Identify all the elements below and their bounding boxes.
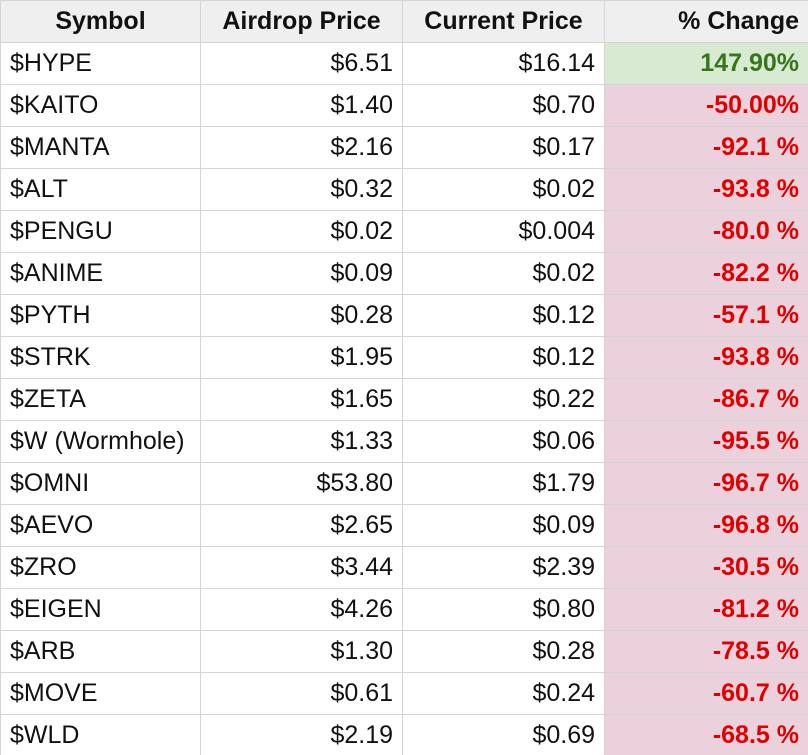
symbol-cell[interactable]: $MANTA	[0, 126, 201, 169]
percent-change-cell[interactable]: -93.8 %	[604, 336, 808, 379]
table-body: $HYPE $6.51 $16.14 147.90% $KAITO $1.40 $0.70-…	[0, 42, 808, 755]
table-row: $ZRO $3.44 $2.39 -30.5 %	[0, 546, 808, 589]
symbol-cell[interactable]: $KAITO	[0, 84, 201, 127]
table-row: $MOVE $0.61 $0.24 -60.7 %	[0, 672, 808, 715]
percent-change-cell[interactable]: -96.7 %	[604, 462, 808, 505]
airdrop-price-cell[interactable]: $0.32	[200, 168, 403, 211]
percent-change-cell[interactable]: -96.8 %	[604, 504, 808, 547]
current-price-cell[interactable]: $0.70	[402, 84, 605, 127]
percent-change-cell[interactable]: -82.2 %	[604, 252, 808, 295]
current-price-cell[interactable]: $0.02	[402, 168, 605, 211]
airdrop-price-cell[interactable]: $0.61	[200, 672, 403, 715]
airdrop-price-cell[interactable]: $1.95	[200, 336, 403, 379]
airdrop-price-cell[interactable]: $1.30	[200, 630, 403, 673]
table-row: $ALT $0.32 $0.02 -93.8 %	[0, 168, 808, 211]
table-row: $OMNI $53.80 $1.79 -96.7 %	[0, 462, 808, 505]
current-price-cell[interactable]: $0.02	[402, 252, 605, 295]
header-airdrop-price[interactable]: Airdrop Price	[200, 0, 403, 43]
symbol-cell[interactable]: $PYTH	[0, 294, 201, 337]
symbol-cell[interactable]: $W (Wormhole)	[0, 420, 201, 463]
table-row: $MANTA $2.16 $0.17 -92.1 %	[0, 126, 808, 169]
header-percent-change[interactable]: % Change	[604, 0, 808, 43]
symbol-cell[interactable]: $ALT	[0, 168, 201, 211]
airdrop-price-cell[interactable]: $0.02	[200, 210, 403, 253]
airdrop-price-cell[interactable]: $53.80	[200, 462, 403, 505]
percent-change-cell[interactable]: -92.1 %	[604, 126, 808, 169]
header-row: Symbol Airdrop Price Current Price % Cha…	[0, 0, 808, 43]
percent-change-cell[interactable]: -57.1 %	[604, 294, 808, 337]
symbol-cell[interactable]: $STRK	[0, 336, 201, 379]
airdrop-price-cell[interactable]: $2.16	[200, 126, 403, 169]
percent-change-cell[interactable]: 147.90%	[604, 42, 808, 85]
airdrop-price-cell[interactable]: $3.44	[200, 546, 403, 589]
symbol-cell[interactable]: $ARB	[0, 630, 201, 673]
percent-change-cell[interactable]: -78.5 %	[604, 630, 808, 673]
percent-change-cell[interactable]: -68.5 %	[604, 714, 808, 755]
table-row: $EIGEN $4.26 $0.80 -81.2 %	[0, 588, 808, 631]
current-price-cell[interactable]: $16.14	[402, 42, 605, 85]
percent-change-cell[interactable]: -95.5 %	[604, 420, 808, 463]
header-symbol[interactable]: Symbol	[0, 0, 201, 43]
current-price-cell[interactable]: $0.12	[402, 336, 605, 379]
symbol-cell[interactable]: $PENGU	[0, 210, 201, 253]
current-price-cell[interactable]: $0.004	[402, 210, 605, 253]
current-price-cell[interactable]: $0.80	[402, 588, 605, 631]
table-row: $ZETA $1.65 $0.22 -86.7 %	[0, 378, 808, 421]
airdrop-price-cell[interactable]: $1.65	[200, 378, 403, 421]
current-price-cell[interactable]: $0.69	[402, 714, 605, 755]
percent-change-cell[interactable]: -93.8 %	[604, 168, 808, 211]
airdrop-price-cell[interactable]: $0.28	[200, 294, 403, 337]
symbol-cell[interactable]: $ZETA	[0, 378, 201, 421]
table-row: $WLD $2.19 $0.69 -68.5 %	[0, 714, 808, 755]
airdrop-price-cell[interactable]: $6.51	[200, 42, 403, 85]
table-row: $AEVO $2.65 $0.09 -96.8 %	[0, 504, 808, 547]
table-row: $HYPE $6.51 $16.14 147.90%	[0, 42, 808, 85]
table-row: $ARB $1.30 $0.28 -78.5 %	[0, 630, 808, 673]
current-price-cell[interactable]: $0.17	[402, 126, 605, 169]
percent-change-cell[interactable]: -86.7 %	[604, 378, 808, 421]
percent-change-cell[interactable]: -80.0 %	[604, 210, 808, 253]
symbol-cell[interactable]: $ANIME	[0, 252, 201, 295]
current-price-cell[interactable]: $0.09	[402, 504, 605, 547]
percent-change-cell[interactable]: -60.7 %	[604, 672, 808, 715]
symbol-cell[interactable]: $EIGEN	[0, 588, 201, 631]
symbol-cell[interactable]: $OMNI	[0, 462, 201, 505]
airdrop-price-cell[interactable]: $2.65	[200, 504, 403, 547]
symbol-cell[interactable]: $MOVE	[0, 672, 201, 715]
percent-change-cell[interactable]: -30.5 %	[604, 546, 808, 589]
percent-change-cell[interactable]: -50.00%	[604, 84, 808, 127]
current-price-cell[interactable]: $0.06	[402, 420, 605, 463]
table-row: $PENGU $0.02 $0.004 -80.0 %	[0, 210, 808, 253]
airdrop-price-cell[interactable]: $2.19	[200, 714, 403, 755]
current-price-cell[interactable]: $0.28	[402, 630, 605, 673]
percent-change-cell[interactable]: -81.2 %	[604, 588, 808, 631]
airdrop-price-cell[interactable]: $1.40	[200, 84, 403, 127]
airdrop-price-cell[interactable]: $1.33	[200, 420, 403, 463]
table-row: $PYTH $0.28 $0.12 -57.1 %	[0, 294, 808, 337]
table-row: $ANIME $0.09 $0.02 -82.2 %	[0, 252, 808, 295]
current-price-cell[interactable]: $0.22	[402, 378, 605, 421]
table-row: $STRK $1.95 $0.12 -93.8 %	[0, 336, 808, 379]
table-header: Symbol Airdrop Price Current Price % Cha…	[0, 0, 808, 43]
current-price-cell[interactable]: $2.39	[402, 546, 605, 589]
symbol-cell[interactable]: $ZRO	[0, 546, 201, 589]
symbol-cell[interactable]: $AEVO	[0, 504, 201, 547]
current-price-cell[interactable]: $1.79	[402, 462, 605, 505]
table-row: $W (Wormhole) $1.33 $0.06 -95.5 %	[0, 420, 808, 463]
current-price-cell[interactable]: $0.12	[402, 294, 605, 337]
current-price-cell[interactable]: $0.24	[402, 672, 605, 715]
airdrop-price-cell[interactable]: $4.26	[200, 588, 403, 631]
symbol-cell[interactable]: $WLD	[0, 714, 201, 755]
airdrop-price-cell[interactable]: $0.09	[200, 252, 403, 295]
symbol-cell[interactable]: $HYPE	[0, 42, 201, 85]
header-current-price[interactable]: Current Price	[402, 0, 605, 43]
table-row: $KAITO $1.40 $0.70 -50.00%	[0, 84, 808, 127]
